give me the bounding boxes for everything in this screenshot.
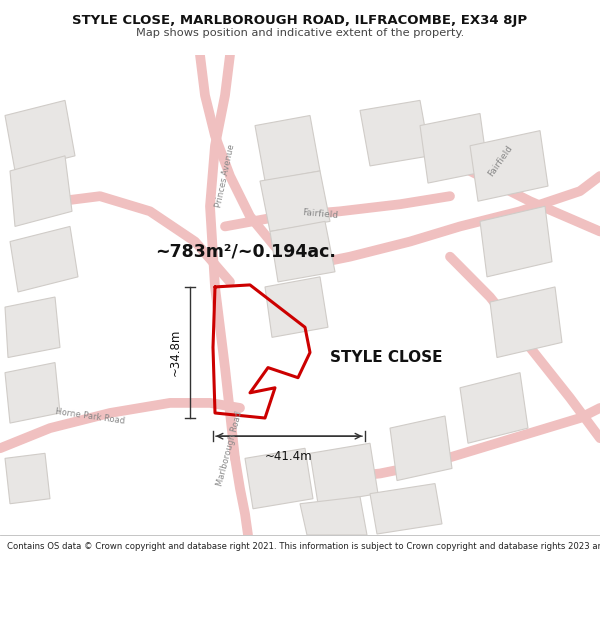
Polygon shape [300,497,367,535]
Text: Marlborough Road: Marlborough Road [215,410,244,487]
Polygon shape [5,101,75,171]
Text: ~34.8m: ~34.8m [169,329,182,376]
Text: Map shows position and indicative extent of the property.: Map shows position and indicative extent… [136,29,464,39]
Polygon shape [310,443,378,504]
Text: Horne Park Road: Horne Park Road [55,407,125,426]
Polygon shape [470,131,548,201]
Text: Contains OS data © Crown copyright and database right 2021. This information is : Contains OS data © Crown copyright and d… [7,542,600,551]
Text: STYLE CLOSE, MARLBOROUGH ROAD, ILFRACOMBE, EX34 8JP: STYLE CLOSE, MARLBOROUGH ROAD, ILFRACOMB… [73,14,527,27]
Polygon shape [245,448,313,509]
Polygon shape [270,221,335,282]
Text: Princes Avenue: Princes Avenue [214,144,236,209]
Polygon shape [460,372,528,443]
Polygon shape [260,171,330,231]
Polygon shape [255,116,320,181]
Polygon shape [360,101,430,166]
Polygon shape [10,156,72,226]
Polygon shape [5,453,50,504]
Polygon shape [390,416,452,481]
Polygon shape [420,114,488,183]
Text: Fairfield: Fairfield [486,144,514,178]
Polygon shape [490,287,562,357]
Polygon shape [5,362,60,423]
Text: ~783m²/~0.194ac.: ~783m²/~0.194ac. [155,242,336,261]
Polygon shape [480,206,552,277]
Polygon shape [10,226,78,292]
Polygon shape [5,297,60,358]
Polygon shape [370,484,442,534]
Text: STYLE CLOSE: STYLE CLOSE [330,350,443,365]
Text: Fairfield: Fairfield [302,208,338,221]
Text: ~41.4m: ~41.4m [265,450,313,463]
Polygon shape [265,277,328,338]
